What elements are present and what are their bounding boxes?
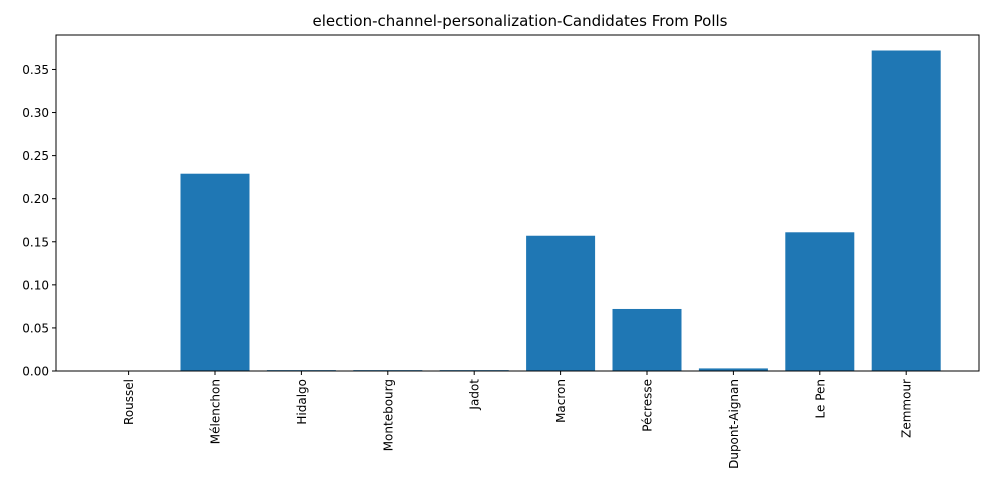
plot-frame xyxy=(55,34,980,372)
bars-layer xyxy=(180,50,941,371)
x-tick-label: Mélenchon xyxy=(209,379,223,444)
bar-m-lenchon xyxy=(180,173,250,371)
x-tick-label: Montebourg xyxy=(381,379,395,451)
chart-title: election-channel-personalization-Candida… xyxy=(313,12,728,30)
bar-p-cresse xyxy=(612,308,682,371)
y-tick-label: 0.15 xyxy=(22,235,49,249)
x-tick-label: Macron xyxy=(554,379,568,423)
x-tick-label: Dupont-Aignan xyxy=(727,379,741,469)
x-tick-label: Pécresse xyxy=(641,379,655,432)
y-tick-label: 0.35 xyxy=(22,63,49,77)
x-tick-label: Roussel xyxy=(122,379,136,425)
bar-dupont-aignan xyxy=(698,368,768,371)
y-tick-label: 0.25 xyxy=(22,149,49,163)
x-tick-label: Le Pen xyxy=(813,379,827,418)
y-tick-label: 0.00 xyxy=(22,365,49,379)
bar-le-pen xyxy=(785,232,855,371)
y-tick-label: 0.30 xyxy=(22,106,49,120)
x-tick-label: Jadot xyxy=(468,379,482,411)
y-tick-label: 0.10 xyxy=(22,278,49,292)
bar-macron xyxy=(526,235,596,371)
y-axis: 0.00 0.05 0.10 0.15 0.20 0.25 0.30 0.35 xyxy=(22,63,56,379)
bar-zemmour xyxy=(871,50,941,371)
x-tick-label: Zemmour xyxy=(900,379,914,438)
x-tick-label: Hidalgo xyxy=(295,379,309,425)
y-tick-label: 0.20 xyxy=(22,192,49,206)
x-axis: Roussel Mélenchon Hidalgo Montebourg Jadot Ma… xyxy=(122,371,914,469)
y-tick-label: 0.05 xyxy=(22,321,49,335)
